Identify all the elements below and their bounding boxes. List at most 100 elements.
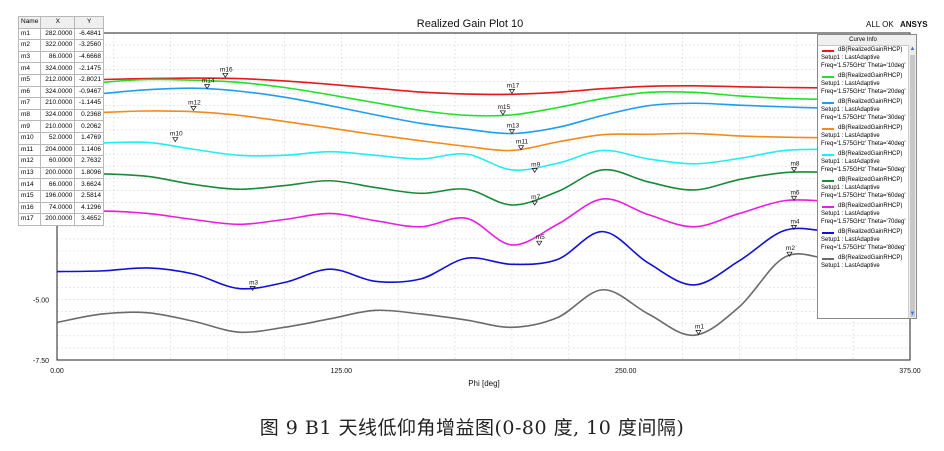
marker-label-m7: m7 [531, 194, 540, 201]
table-row: m4 324.0000 -2.1475 [17, 62, 104, 75]
legend-scrollbar[interactable]: ▲ ▼ [908, 45, 916, 318]
legend-item[interactable]: dB(RealizedGainRHCP) Setup1 : LastAdaptiv… [818, 72, 916, 98]
legend-name: dB(RealizedGainRHCP) [838, 229, 903, 235]
marker-y-cell: 0.2062 [74, 120, 104, 133]
marker-name-cell: m4 [17, 62, 42, 75]
plot-area [56, 32, 911, 361]
marker-y-cell: -3.2560 [74, 39, 104, 52]
legend-line3: Freq='1.575GHz' Theta='10deg' [821, 63, 906, 69]
marker-m16[interactable] [222, 72, 229, 78]
table-row: m10 52.0000 1.4769 [17, 131, 104, 145]
legend-item[interactable]: dB(RealizedGainRHCP) Setup1 : LastAdaptiv… [818, 254, 916, 280]
legend-item[interactable]: dB(RealizedGainRHCP) Setup1 : LastAdaptiv… [818, 176, 916, 202]
col-x: X [40, 16, 76, 29]
marker-m12[interactable] [190, 106, 197, 112]
scroll-thumb[interactable] [910, 55, 915, 317]
legend-line2: Setup1 : LastAdaptive [821, 237, 880, 243]
marker-label-m15: m15 [498, 104, 511, 111]
marker-label-m13: m13 [507, 123, 520, 130]
marker-name-cell: m14 [17, 178, 42, 191]
scroll-up-icon[interactable]: ▲ [909, 46, 916, 52]
legend-item[interactable]: dB(RealizedGainRHCP) Setup1 : LastAdaptiv… [818, 46, 916, 72]
marker-x-cell: 200.0000 [40, 166, 76, 180]
marker-y-cell: 3.4652 [74, 213, 104, 226]
table-row: m2 322.0000 -3.2560 [17, 39, 104, 52]
legend-item[interactable]: dB(RealizedGainRHCP) Setup1 : LastAdaptiv… [818, 228, 916, 254]
marker-m7[interactable] [531, 200, 538, 206]
legend-name: dB(RealizedGainRHCP) [838, 151, 903, 157]
marker-m8[interactable] [790, 167, 798, 173]
marker-label-m2: m2 [786, 245, 795, 252]
marker-name-cell: m8 [17, 108, 42, 122]
table-row: m6 324.0000 -0.9467 [17, 85, 104, 99]
marker-m4[interactable] [790, 225, 798, 231]
marker-x-cell: 324.0000 [40, 62, 76, 75]
legend-item[interactable]: dB(RealizedGainRHCP) Setup1 : LastAdaptiv… [818, 150, 916, 176]
legend-line3: Freq='1.575GHz' Theta='30deg' [821, 115, 906, 121]
legend-item[interactable]: dB(RealizedGainRHCP) Setup1 : LastAdaptiv… [818, 202, 916, 228]
legend-item[interactable]: dB(RealizedGainRHCP) Setup1 : LastAdaptiv… [818, 98, 916, 124]
marker-y-cell: -2.8021 [74, 73, 104, 87]
marker-m10[interactable] [172, 137, 179, 143]
legend-line2: Setup1 : LastAdaptive [821, 263, 880, 269]
legend-line3: Freq='1.575GHz' Theta='70deg' [821, 219, 906, 225]
marker-m6[interactable] [790, 195, 798, 201]
marker-y-cell: 2.7632 [74, 155, 104, 168]
marker-m11[interactable] [517, 145, 525, 151]
legend-swatch [822, 206, 834, 208]
legend-line2: Setup1 : LastAdaptive [821, 81, 880, 87]
marker-name-cell: m2 [17, 39, 42, 52]
marker-m5[interactable] [536, 240, 543, 246]
legend-swatch [822, 50, 834, 52]
marker-y-cell: 1.8096 [74, 166, 104, 180]
series-layer [56, 77, 876, 337]
table-row: m16 74.0000 4.1296 [17, 201, 104, 215]
marker-y-cell: -0.9467 [74, 85, 104, 99]
marker-x-cell: 196.0000 [40, 189, 76, 203]
series-line-2 [56, 78, 876, 117]
marker-layer: m1 m2 m3 m4 m5 m6 m7 m8 m9 m10 m11 m12 m13 m14 m15 m16 m… [170, 66, 800, 336]
legend-name: dB(RealizedGainRHCP) [838, 125, 903, 131]
marker-m17[interactable] [508, 89, 516, 95]
marker-name-cell: m15 [17, 189, 42, 203]
x-tick-label: 250.00 [615, 368, 637, 375]
marker-label-m6: m6 [790, 189, 799, 196]
marker-m3[interactable] [249, 286, 256, 292]
marker-x-cell: 324.0000 [40, 108, 76, 122]
legend-line2: Setup1 : LastAdaptive [821, 185, 880, 191]
figure-caption: 图 9 B1 天线低仰角增益图(0-80 度, 10 度间隔) [259, 417, 685, 439]
marker-m2[interactable] [786, 251, 793, 257]
marker-y-cell: 3.6624 [74, 178, 104, 191]
allok-label: ALL OK [866, 20, 894, 29]
plot-title: Realized Gain Plot 10 [417, 18, 523, 30]
marker-name-cell: m16 [17, 201, 42, 215]
marker-label-m9: m9 [531, 161, 540, 168]
legend-item[interactable]: dB(RealizedGainRHCP) Setup1 : LastAdaptiv… [818, 124, 916, 150]
legend-line2: Setup1 : LastAdaptive [821, 159, 880, 165]
legend-swatch [822, 180, 834, 182]
marker-y-cell: 0.2368 [74, 108, 104, 122]
marker-x-cell: 74.0000 [40, 201, 76, 215]
marker-label-m16: m16 [220, 66, 233, 73]
table-row: m12 60.0000 2.7632 [17, 155, 104, 168]
marker-name-cell: m13 [17, 166, 42, 180]
marker-m13[interactable] [508, 129, 516, 135]
y-tick-label: -7.50 [33, 358, 49, 365]
table-row: m7 210.0000 -1.1445 [17, 97, 104, 110]
scroll-down-icon[interactable]: ▼ [909, 311, 916, 317]
legend-line3: Freq='1.575GHz' Theta='60deg' [821, 193, 906, 199]
marker-x-cell: 324.0000 [40, 85, 76, 99]
marker-m15[interactable] [499, 110, 506, 116]
marker-m9[interactable] [531, 167, 538, 173]
marker-x-cell: 66.0000 [40, 178, 76, 191]
table-row: m5 212.0000 -2.8021 [17, 73, 104, 87]
marker-label-m1: m1 [695, 323, 704, 330]
marker-m14[interactable] [203, 84, 211, 90]
marker-x-cell: 86.0000 [40, 50, 76, 64]
legend-swatch [822, 154, 834, 156]
marker-m1[interactable] [695, 330, 702, 336]
x-tick-label: 375.00 [899, 368, 921, 375]
marker-x-cell: 212.0000 [40, 73, 76, 87]
marker-label-m10: m10 [170, 131, 183, 138]
legend-line2: Setup1 : LastAdaptive [821, 133, 880, 139]
